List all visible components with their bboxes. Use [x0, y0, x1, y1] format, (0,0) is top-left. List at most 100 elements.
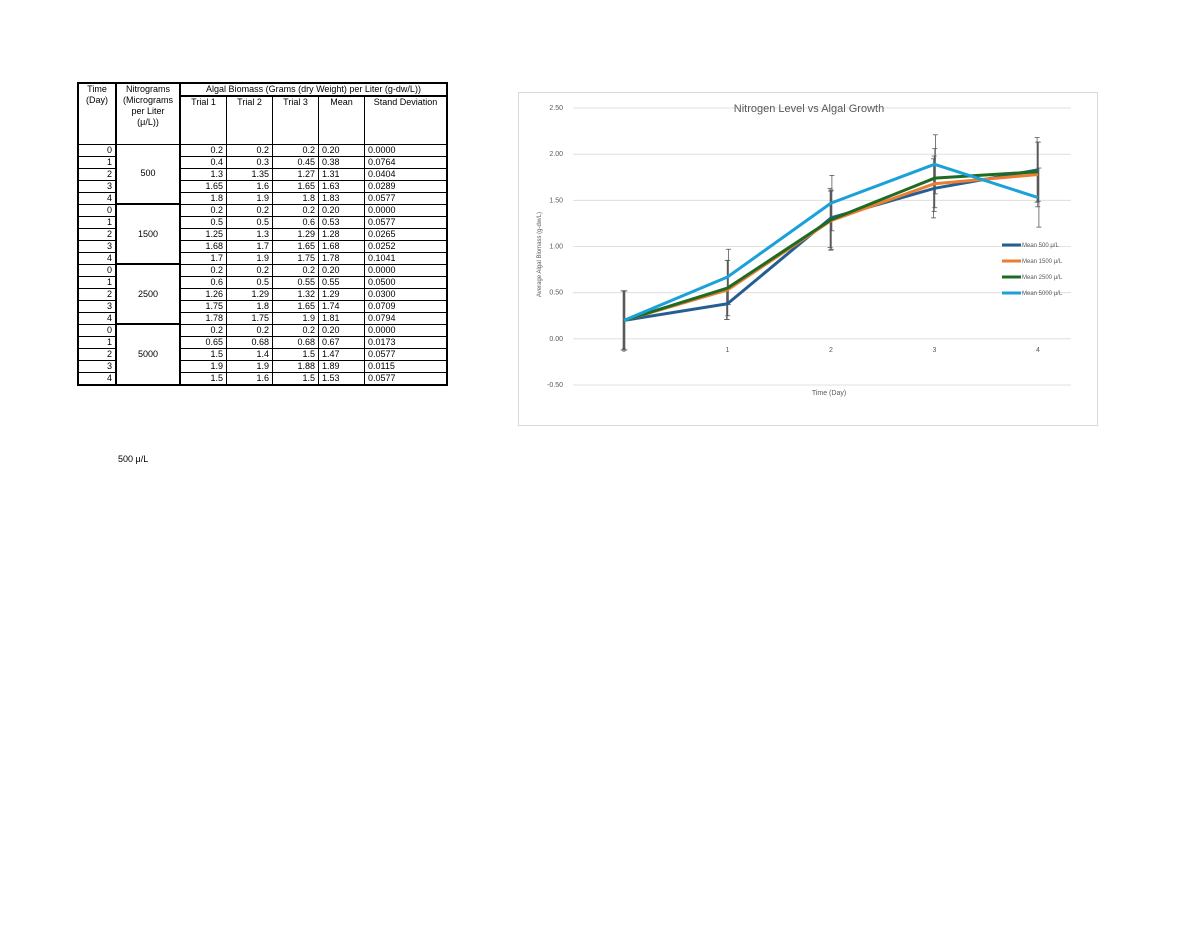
cell-trial-3: 1.88	[272, 359, 319, 373]
cell-trial-2: 1.6	[226, 371, 273, 385]
y-tick-label: 0.00	[549, 336, 563, 343]
cell-trial-3: 1.9	[272, 311, 319, 325]
x-tick-label: 4	[1036, 347, 1040, 354]
cell-trial-1: 1.68	[179, 239, 227, 253]
y-tick-label: -0.50	[547, 382, 563, 389]
cell-mean: 1.47	[318, 347, 365, 361]
cell-trial-1: 0.5	[179, 215, 227, 229]
cell-std-dev: 0.0300	[364, 287, 448, 301]
cell-std-dev: 0.0577	[364, 347, 448, 361]
cell-trial-2: 1.75	[226, 311, 273, 325]
cell-trial-1: 0.2	[179, 263, 227, 277]
cell-mean: 0.20	[318, 203, 365, 217]
cell-std-dev: 0.0709	[364, 299, 448, 313]
cell-trial-1: 0.2	[179, 323, 227, 337]
cell-trial-2: 1.9	[226, 251, 273, 265]
cell-nitrogen: 500	[115, 143, 181, 205]
cell-std-dev: 0.0115	[364, 359, 448, 373]
cell-trial-2: 1.3	[226, 227, 273, 241]
cell-std-dev: 0.0265	[364, 227, 448, 241]
table-row: 0 5000 0.2 0.2 0.2 0.20 0.0000	[77, 323, 448, 386]
cell-trial-2: 1.7	[226, 239, 273, 253]
cell-mean: 0.67	[318, 335, 365, 349]
table-row: 0 1500 0.2 0.2 0.2 0.20 0.0000	[77, 203, 448, 265]
x-tick-label: 2	[829, 347, 833, 354]
cell-trial-3: 1.29	[272, 227, 319, 241]
table-row: 0 2500 0.2 0.2 0.2 0.20 0.0000	[77, 263, 448, 325]
cell-std-dev: 0.0000	[364, 143, 448, 157]
table-row: 1 0.65 0.68 0.68 0.67 0.0173	[77, 335, 448, 349]
cell-trial-1: 0.6	[179, 275, 227, 289]
cell-std-dev: 0.0794	[364, 311, 448, 325]
cell-day: 3	[77, 299, 117, 313]
cell-trial-1: 0.2	[179, 143, 227, 157]
cell-day: 1	[77, 335, 117, 349]
header-algal-biomass: Algal Biomass (Grams (dry Weight) per Li…	[179, 82, 448, 97]
cell-trial-2: 1.4	[226, 347, 273, 361]
cell-trial-1: 0.2	[179, 203, 227, 217]
table-row: 3 1.68 1.7 1.65 1.68 0.0252	[77, 239, 448, 253]
chart-title: Nitrogen Level vs Algal Growth	[734, 103, 884, 115]
cell-day: 1	[77, 155, 117, 169]
cell-trial-3: 1.27	[272, 167, 319, 181]
cell-day: 3	[77, 239, 117, 253]
cell-trial-1: 0.4	[179, 155, 227, 169]
x-tick-label: 1	[726, 347, 730, 354]
cell-day: 1	[77, 275, 117, 289]
series-line-4	[623, 162, 1039, 322]
cell-mean: 1.89	[318, 359, 365, 373]
cell-trial-1: 1.3	[179, 167, 227, 181]
x-tick-label: 0	[622, 347, 626, 354]
cell-trial-2: 0.5	[226, 275, 273, 289]
y-tick-label: 2.50	[549, 105, 563, 112]
cell-day: 1	[77, 215, 117, 229]
cell-trial-2: 1.6	[226, 179, 273, 193]
cell-std-dev: 0.0577	[364, 191, 448, 205]
cell-trial-2: 1.8	[226, 299, 273, 313]
cell-mean: 0.20	[318, 323, 365, 337]
cell-day: 2	[77, 227, 117, 241]
cell-trial-1: 0.65	[179, 335, 227, 349]
cell-std-dev: 0.0252	[364, 239, 448, 253]
header-time: Time (Day)	[77, 82, 117, 145]
cell-trial-3: 1.65	[272, 299, 319, 313]
table-row: 2 1.3 1.35 1.27 1.31 0.0404	[77, 167, 448, 181]
table-row: 2 1.25 1.3 1.29 1.28 0.0265	[77, 227, 448, 241]
cell-trial-3: 1.32	[272, 287, 319, 301]
cell-trial-3: 0.68	[272, 335, 319, 349]
cell-mean: 0.55	[318, 275, 365, 289]
header-trial-3: Trial 3	[272, 95, 319, 145]
cell-mean: 1.83	[318, 191, 365, 205]
cell-day: 3	[77, 179, 117, 193]
y-tick-label: 2.00	[549, 151, 563, 158]
cell-trial-1: 1.9	[179, 359, 227, 373]
table-row: 3 1.75 1.8 1.65 1.74 0.0709	[77, 299, 448, 313]
cell-trial-2: 1.29	[226, 287, 273, 301]
y-tick-label: 1.50	[549, 197, 563, 204]
x-axis-label: Time (Day)	[812, 390, 846, 397]
cell-trial-3: 1.5	[272, 371, 319, 385]
cell-trial-1: 1.5	[179, 371, 227, 385]
y-tick-label: 1.00	[549, 244, 563, 251]
cell-day: 4	[77, 191, 117, 205]
cell-trial-3: 1.65	[272, 239, 319, 253]
cell-trial-3: 1.8	[272, 191, 319, 205]
table-row: 4 1.5 1.6 1.5 1.53 0.0577	[77, 371, 448, 385]
cell-trial-3: 0.6	[272, 215, 319, 229]
y-axis-label: Average Algal Biomass (g-dw/L)	[537, 212, 543, 297]
header-nitrogen: Nitrograms (Micrograms per Liter (μ/L))	[115, 82, 181, 145]
cell-trial-3: 0.45	[272, 155, 319, 169]
cell-mean: 1.28	[318, 227, 365, 241]
cell-mean: 0.38	[318, 155, 365, 169]
cell-trial-2: 0.2	[226, 203, 273, 217]
cell-std-dev: 0.0000	[364, 263, 448, 277]
cell-trial-1: 1.7	[179, 251, 227, 265]
cell-std-dev: 0.0000	[364, 203, 448, 217]
cell-mean: 1.81	[318, 311, 365, 325]
cell-trial-2: 0.68	[226, 335, 273, 349]
cell-day: 0	[77, 323, 117, 337]
cell-std-dev: 0.0289	[364, 179, 448, 193]
cell-day: 2	[77, 287, 117, 301]
y-tick-label: 0.50	[549, 290, 563, 297]
cell-trial-2: 1.9	[226, 191, 273, 205]
